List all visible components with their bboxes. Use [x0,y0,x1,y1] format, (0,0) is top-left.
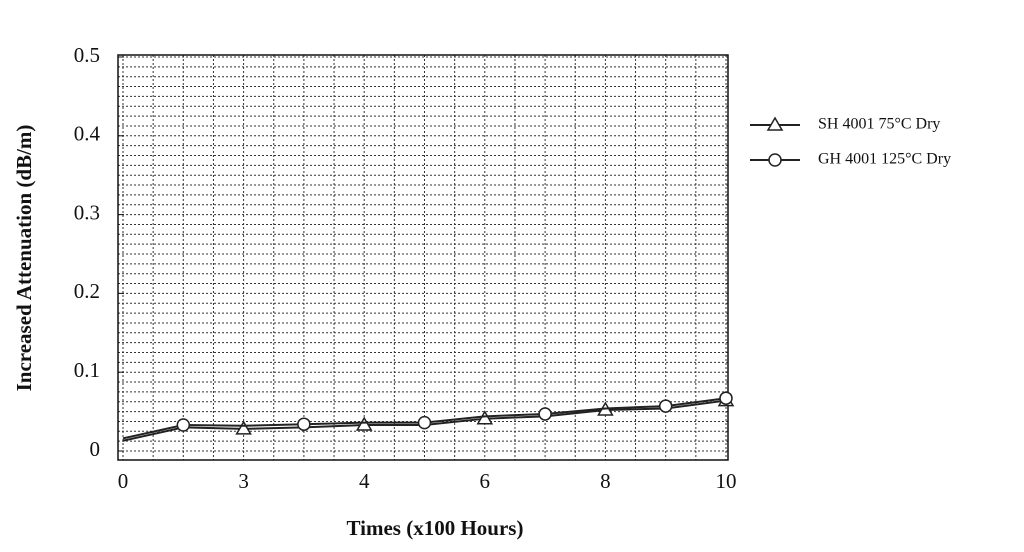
y-axis-label: Increased Attenuation (dB/m) [12,125,36,392]
legend-label: GH 4001 125°C Dry [818,151,951,168]
marker [719,391,733,405]
marker [297,417,311,431]
y-tick-label: 0.1 [74,358,100,382]
marker [766,116,784,131]
x-tick-label: 6 [480,469,491,493]
x-tick-label: 10 [716,469,737,493]
x-tick-label: 8 [600,469,611,493]
y-tick-label: 0.4 [74,122,101,146]
x-tick-label: 4 [359,469,370,493]
marker [235,420,252,435]
marker [417,415,432,430]
marker [538,407,552,421]
y-tick-label: 0 [90,437,101,461]
plot-frame [117,54,729,461]
y-tick-label: 0.5 [74,43,100,67]
marker [176,418,191,432]
x-tick-label: 3 [238,469,249,493]
marker [658,399,673,413]
y-tick-label: 0.3 [74,200,100,224]
marker [355,416,373,431]
legend-label: SH 4001 75°C Dry [818,116,940,133]
x-axis-label: Times (x100 Hours) [347,516,524,540]
marker [768,153,782,167]
x-tick-label: 0 [118,469,129,493]
y-tick-label: 0.2 [74,279,100,303]
